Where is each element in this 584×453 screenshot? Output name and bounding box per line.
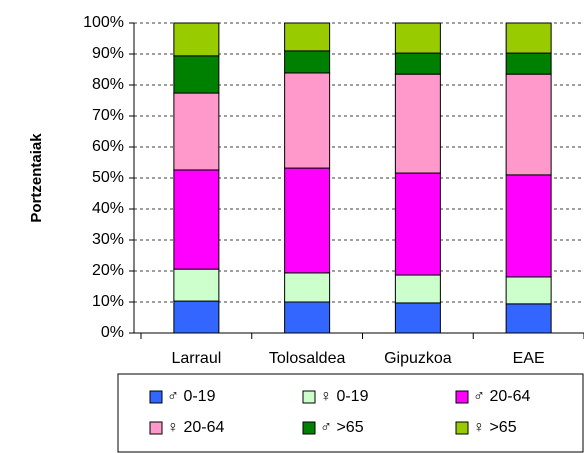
bar-segment <box>284 272 331 303</box>
bar-segment <box>284 301 331 334</box>
bar-segment <box>505 22 552 54</box>
x-tick-label: Gipuzkoa <box>384 350 452 367</box>
legend-swatch <box>149 421 163 435</box>
legend-swatch <box>455 421 469 435</box>
legend-label: ♀ 20-64 <box>167 419 224 436</box>
legend-label: ♂ >65 <box>320 419 364 436</box>
y-tick-label: 0% <box>101 324 124 341</box>
bar-segment <box>505 174 552 278</box>
bar-segment <box>173 169 220 270</box>
bar-segment <box>284 50 331 74</box>
bar-segment <box>394 22 441 54</box>
bar-segment <box>284 22 331 52</box>
legend-box <box>117 373 584 453</box>
bar-segment <box>505 73 552 176</box>
bar-segment <box>394 52 441 75</box>
bar-segment <box>505 276 552 305</box>
bar-segment <box>284 72 331 169</box>
legend-label: ♀ >65 <box>473 419 517 436</box>
legend-swatch <box>455 390 469 404</box>
legend-label: ♂ 0-19 <box>167 388 216 405</box>
bar-segment <box>173 55 220 94</box>
bar-segment <box>505 303 552 334</box>
bar-segment <box>173 300 220 334</box>
bar-segment <box>394 274 441 304</box>
legend-swatch <box>149 390 163 404</box>
legend-swatch <box>302 390 316 404</box>
y-tick-label: 70% <box>92 107 124 124</box>
bar-segment <box>284 167 331 274</box>
legend-label: ♂ 20-64 <box>473 388 530 405</box>
legend-label: ♀ 0-19 <box>320 388 369 405</box>
y-tick-label: 10% <box>92 293 124 310</box>
y-tick-label: 80% <box>92 76 124 93</box>
y-tick-label: 100% <box>83 14 124 31</box>
y-tick-label: 40% <box>92 200 124 217</box>
y-axis-label: Portzentaiak <box>28 133 45 223</box>
y-tick-label: 30% <box>92 231 124 248</box>
bar-segment <box>173 92 220 171</box>
x-tick-label: Tolosaldea <box>269 350 346 367</box>
y-tick-label: 50% <box>92 169 124 186</box>
y-tick-label: 90% <box>92 45 124 62</box>
bar-segment <box>394 172 441 276</box>
x-tick-label: Larraul <box>171 350 221 367</box>
bar-segment <box>505 52 552 75</box>
bar-segment <box>173 22 220 57</box>
bar-segment <box>173 268 220 302</box>
y-tick-label: 20% <box>92 262 124 279</box>
bar-segment <box>394 73 441 174</box>
legend-swatch <box>302 421 316 435</box>
x-tick-label: EAE <box>513 350 545 367</box>
bar-segment <box>394 302 441 334</box>
y-tick-label: 60% <box>92 138 124 155</box>
